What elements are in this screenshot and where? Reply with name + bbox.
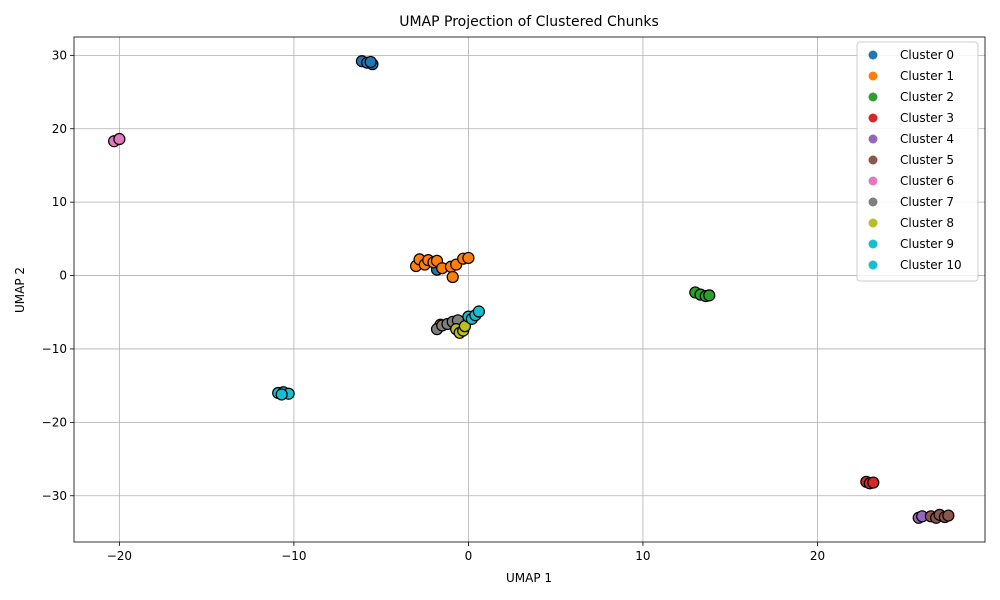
- legend-label: Cluster 5: [900, 153, 954, 167]
- legend-label: Cluster 0: [900, 48, 954, 62]
- chart-title: UMAP Projection of Clustered Chunks: [399, 14, 659, 30]
- legend-label: Cluster 8: [900, 216, 954, 230]
- legend-marker: [868, 155, 878, 165]
- x-axis-label: UMAP 1: [506, 571, 552, 585]
- x-tick-label: −20: [107, 549, 132, 563]
- y-tick-label: 30: [52, 48, 67, 62]
- legend-marker: [868, 134, 878, 144]
- legend-label: Cluster 3: [900, 111, 954, 125]
- y-tick-label: 0: [59, 269, 67, 283]
- data-point: [462, 251, 475, 265]
- y-tick-label: −10: [42, 342, 67, 356]
- x-tick-label: 20: [810, 549, 825, 563]
- y-tick-label: 20: [52, 122, 67, 136]
- x-tick-label: −10: [281, 549, 306, 563]
- data-point: [113, 132, 126, 146]
- legend-label: Cluster 9: [900, 237, 954, 251]
- y-tick-label: −20: [42, 415, 67, 429]
- x-tick-label: 0: [465, 549, 473, 563]
- legend-marker: [868, 239, 878, 249]
- legend-box: [856, 41, 979, 282]
- legend-marker: [868, 71, 878, 81]
- data-point: [703, 289, 716, 302]
- x-tick-label: 10: [635, 549, 650, 563]
- data-point: [942, 509, 955, 522]
- legend-label: Cluster 4: [900, 132, 954, 146]
- data-point: [867, 476, 880, 489]
- legend-label: Cluster 2: [900, 90, 954, 104]
- legend-marker: [868, 197, 878, 207]
- legend-label: Cluster 6: [900, 174, 954, 188]
- legend-marker: [868, 218, 878, 228]
- legend-marker: [868, 113, 878, 123]
- y-tick-label: −30: [42, 489, 67, 503]
- y-tick-label: 10: [52, 195, 67, 209]
- data-point: [472, 305, 485, 318]
- data-point: [364, 55, 377, 69]
- data-points: [108, 55, 955, 524]
- legend-label: Cluster 10: [900, 258, 962, 272]
- legend-label: Cluster 1: [900, 69, 954, 83]
- legend-marker: [868, 50, 878, 60]
- legend-marker: [868, 176, 878, 186]
- plot-area-frame: [73, 36, 986, 543]
- legend-marker: [868, 92, 878, 102]
- data-point: [275, 388, 288, 401]
- axis-ticks: −20 −10 0 10 20 −30 −20 −10 0 10 20 30: [42, 48, 825, 563]
- legend-marker: [868, 260, 878, 270]
- grid-lines: [74, 37, 985, 542]
- data-point: [446, 270, 459, 284]
- legend-label: Cluster 7: [900, 195, 954, 209]
- y-axis-label: UMAP 2: [13, 267, 27, 313]
- legend: Cluster 0 Cluster 1 Cluster 2 Cluster 3 Clus…: [856, 41, 979, 282]
